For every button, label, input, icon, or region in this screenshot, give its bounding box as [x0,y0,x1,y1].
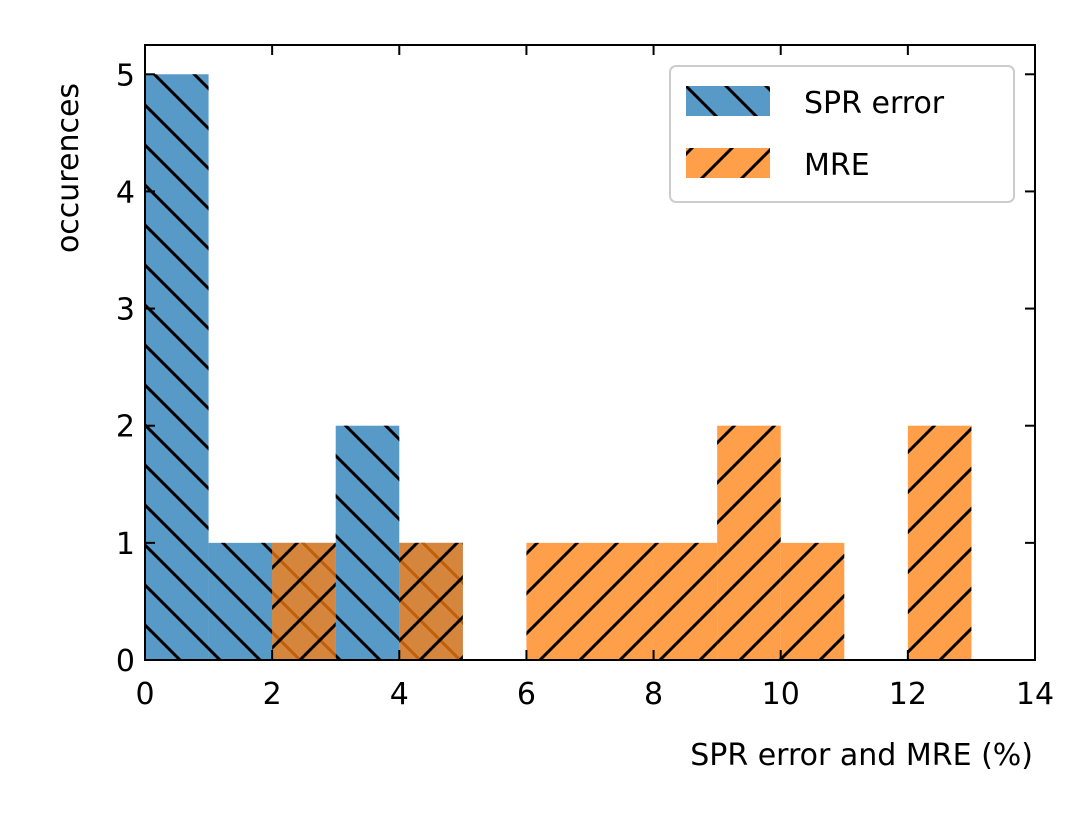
legend-swatch-hatch-mre [686,148,770,178]
mre-bar-hatch [653,542,718,660]
spr-error-bar-hatch [208,542,273,660]
y-tick-label: 5 [116,58,135,93]
bars-layer [145,74,972,661]
mre-bar [272,542,336,660]
mre-bar-hatch [399,542,463,660]
legend-label-spr-error: SPR error [804,86,945,121]
x-tick-label: 0 [135,677,154,712]
mre-bar [590,542,654,660]
spr-error-bar [335,425,400,660]
legend: SPR error MRE [669,65,1015,203]
mre-bar [907,425,972,660]
legend-entry-spr-error: SPR error [686,86,945,121]
legend-entry-mre: MRE [686,148,870,183]
x-tick-label: 14 [1016,677,1054,712]
y-axis-label: occurences [51,83,86,253]
spr-error-bar-hatch [335,425,400,660]
mre-bar [717,425,781,660]
x-tick-label: 12 [889,677,927,712]
spr-error-bar [208,542,273,660]
x-axis-label: SPR error and MRE (%) [690,738,1033,773]
x-tick-label: 6 [517,677,536,712]
mre-bar [780,542,845,660]
y-tick-label: 1 [116,527,135,562]
mre-bar-hatch [590,542,654,660]
x-tick-label: 4 [390,677,409,712]
y-tick-label: 3 [116,293,135,328]
y-tick-label: 0 [116,644,135,679]
mre-bar [653,542,718,660]
x-tick-label: 8 [644,677,663,712]
spr-error-bar [145,74,209,661]
mre-bar-hatch [907,425,972,660]
legend-label-mre: MRE [804,148,870,183]
plot-frame [144,44,1036,661]
spr-error-bar-hatch [145,74,209,661]
mre-bar-hatch [526,542,590,660]
y-tick-label: 2 [116,410,135,445]
legend-swatch-hatch-spr-error [686,86,770,116]
y-tick-label: 4 [116,175,135,210]
x-tick-label: 10 [762,677,800,712]
mre-bar-hatch [272,542,336,660]
legend-entries: SPR error MRE [686,86,945,183]
x-tick-label: 2 [263,677,282,712]
mre-bar-hatch [717,425,781,660]
mre-bar [399,542,463,660]
mre-bar-hatch [780,542,845,660]
mre-bar [526,542,590,660]
